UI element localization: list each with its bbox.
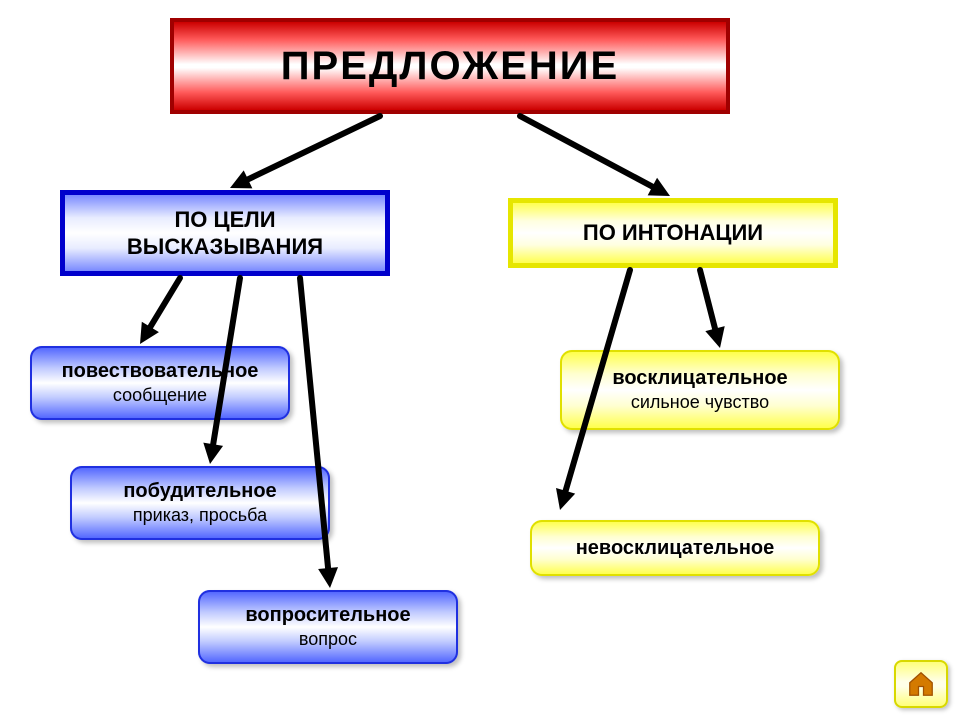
node-imperative: побудительное приказ, просьба	[70, 466, 330, 540]
node-imperative-sub: приказ, просьба	[133, 504, 267, 527]
node-exclamatory-sub: сильное чувство	[631, 391, 769, 414]
node-interrogative: вопросительное вопрос	[198, 590, 458, 664]
category-intonation-label: ПО ИНТОНАЦИИ	[583, 220, 763, 246]
node-interrogative-sub: вопрос	[299, 628, 357, 651]
node-interrogative-title: вопросительное	[245, 603, 410, 628]
node-nonexclamatory-title: невосклицательное	[576, 536, 775, 561]
node-nonexclamatory: невосклицательное	[530, 520, 820, 576]
title-box: ПРЕДЛОЖЕНИЕ	[170, 18, 730, 114]
node-narrative: повествовательное сообщение	[30, 346, 290, 420]
category-intonation: ПО ИНТОНАЦИИ	[508, 198, 838, 268]
node-exclamatory: восклицательное сильное чувство	[560, 350, 840, 430]
category-purpose-line1: ПО ЦЕЛИ	[174, 206, 275, 234]
node-narrative-sub: сообщение	[113, 384, 207, 407]
node-imperative-title: побудительное	[123, 479, 276, 504]
node-narrative-title: повествовательное	[62, 359, 259, 384]
category-purpose-line2: ВЫСКАЗЫВАНИЯ	[127, 233, 323, 261]
home-icon	[906, 669, 936, 699]
title-text: ПРЕДЛОЖЕНИЕ	[281, 44, 619, 89]
category-purpose: ПО ЦЕЛИ ВЫСКАЗЫВАНИЯ	[60, 190, 390, 276]
node-exclamatory-title: восклицательное	[612, 366, 787, 391]
home-button[interactable]	[894, 660, 948, 708]
